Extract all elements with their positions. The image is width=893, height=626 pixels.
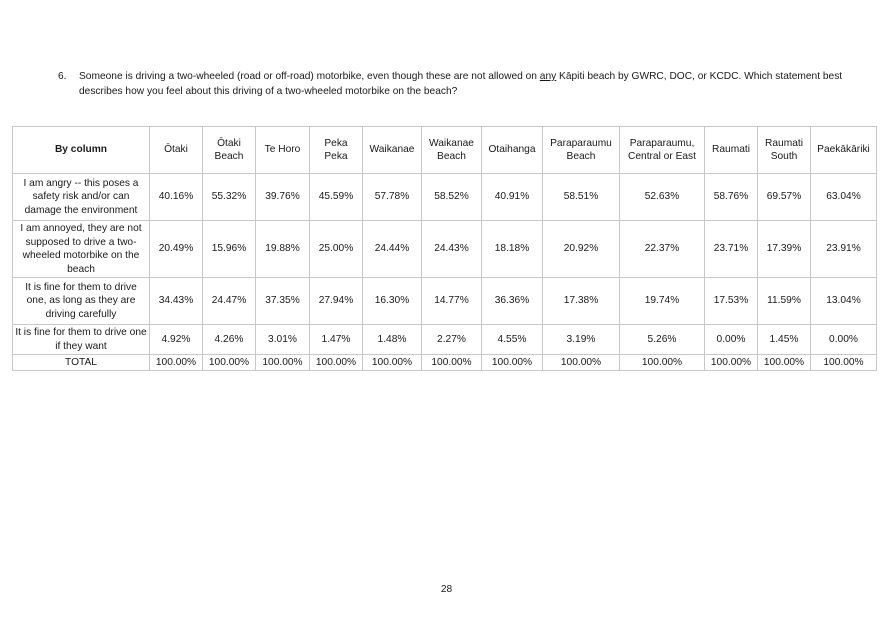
table-cell: 15.96%	[202, 220, 256, 278]
row-label: I am annoyed, they are not supposed to d…	[12, 220, 150, 278]
column-header: Waikanae	[362, 126, 422, 174]
table-cell: 39.76%	[255, 173, 310, 221]
table-cell: 23.91%	[810, 220, 877, 278]
table-cell: 100.00%	[810, 354, 877, 371]
table-cell: 58.52%	[421, 173, 482, 221]
table-cell: 4.92%	[149, 324, 203, 355]
table-cell: 24.43%	[421, 220, 482, 278]
table-cell: 25.00%	[309, 220, 363, 278]
table-cell: 4.26%	[202, 324, 256, 355]
table-cell: 55.32%	[202, 173, 256, 221]
table-cell: 11.59%	[757, 277, 811, 325]
table-cell: 1.47%	[309, 324, 363, 355]
table-cell: 17.39%	[757, 220, 811, 278]
table-cell: 100.00%	[149, 354, 203, 371]
table-cell: 19.88%	[255, 220, 310, 278]
table-cell: 20.49%	[149, 220, 203, 278]
table-row: It is fine for them to drive one, as lon…	[12, 277, 877, 325]
table-cell: 58.51%	[542, 173, 620, 221]
table-cell: 2.27%	[421, 324, 482, 355]
header-row: By column Ōtaki Ōtaki Beach Te Horo Peka…	[12, 126, 877, 174]
total-row: TOTAL 100.00% 100.00% 100.00% 100.00% 10…	[12, 354, 877, 371]
table-cell: 0.00%	[704, 324, 758, 355]
table-cell: 34.43%	[149, 277, 203, 325]
column-header: Raumati South	[757, 126, 811, 174]
table-cell: 58.76%	[704, 173, 758, 221]
question-text: Someone is driving a two-wheeled (road o…	[79, 69, 848, 99]
column-header: Otaihanga	[481, 126, 543, 174]
table-cell: 100.00%	[757, 354, 811, 371]
table-cell: 0.00%	[810, 324, 877, 355]
column-header: Te Horo	[255, 126, 310, 174]
table-row: I am annoyed, they are not supposed to d…	[12, 220, 877, 278]
question-text-start: Someone is driving a two-wheeled (road o…	[79, 71, 540, 82]
table-cell: 3.19%	[542, 324, 620, 355]
results-table: By column Ōtaki Ōtaki Beach Te Horo Peka…	[12, 126, 877, 371]
column-header: Peka Peka	[309, 126, 363, 174]
corner-header: By column	[12, 126, 150, 174]
table-cell: 27.94%	[309, 277, 363, 325]
table-cell: 57.78%	[362, 173, 422, 221]
table-cell: 100.00%	[421, 354, 482, 371]
table-cell: 24.47%	[202, 277, 256, 325]
table-cell: 13.04%	[810, 277, 877, 325]
table-cell: 1.45%	[757, 324, 811, 355]
question: 6. Someone is driving a two-wheeled (roa…	[58, 69, 848, 99]
table-cell: 100.00%	[704, 354, 758, 371]
table-cell: 4.55%	[481, 324, 543, 355]
table-cell: 14.77%	[421, 277, 482, 325]
row-label: TOTAL	[12, 354, 150, 371]
table-cell: 3.01%	[255, 324, 310, 355]
table-cell: 20.92%	[542, 220, 620, 278]
column-header: Waikanae Beach	[421, 126, 482, 174]
table-cell: 16.30%	[362, 277, 422, 325]
column-header: Ōtaki	[149, 126, 203, 174]
table-cell: 24.44%	[362, 220, 422, 278]
table-cell: 23.71%	[704, 220, 758, 278]
question-text-underlined: any	[539, 71, 557, 82]
table-cell: 100.00%	[542, 354, 620, 371]
table-cell: 19.74%	[619, 277, 705, 325]
page-number: 28	[440, 584, 453, 595]
row-label: It is fine for them to drive one, as lon…	[12, 277, 150, 325]
table-cell: 5.26%	[619, 324, 705, 355]
table-row: It is fine for them to drive one if they…	[12, 324, 877, 355]
table-cell: 63.04%	[810, 173, 877, 221]
table-cell: 22.37%	[619, 220, 705, 278]
table-cell: 52.63%	[619, 173, 705, 221]
table-cell: 100.00%	[255, 354, 310, 371]
question-text-end: Kāpiti beach by GWRC, DOC, or KCDC. Whic…	[79, 71, 843, 97]
table-cell: 37.35%	[255, 277, 310, 325]
column-header: Paraparaumu, Central or East	[619, 126, 705, 174]
table-cell: 100.00%	[481, 354, 543, 371]
question-number: 6.	[58, 71, 67, 82]
table-cell: 1.48%	[362, 324, 422, 355]
table-cell: 36.36%	[481, 277, 543, 325]
table-cell: 100.00%	[619, 354, 705, 371]
table-cell: 100.00%	[309, 354, 363, 371]
table-cell: 100.00%	[202, 354, 256, 371]
table-row: I am angry -- this poses a safety risk a…	[12, 173, 877, 221]
table-cell: 17.53%	[704, 277, 758, 325]
table-cell: 45.59%	[309, 173, 363, 221]
column-header: Paraparaumu Beach	[542, 126, 620, 174]
table-cell: 69.57%	[757, 173, 811, 221]
column-header: Paekākāriki	[810, 126, 877, 174]
table-cell: 18.18%	[481, 220, 543, 278]
table-cell: 40.91%	[481, 173, 543, 221]
column-header: Raumati	[704, 126, 758, 174]
column-header: Ōtaki Beach	[202, 126, 256, 174]
table-cell: 100.00%	[362, 354, 422, 371]
table-cell: 17.38%	[542, 277, 620, 325]
row-label: I am angry -- this poses a safety risk a…	[12, 173, 150, 221]
table-cell: 40.16%	[149, 173, 203, 221]
row-label: It is fine for them to drive one if they…	[12, 324, 150, 355]
